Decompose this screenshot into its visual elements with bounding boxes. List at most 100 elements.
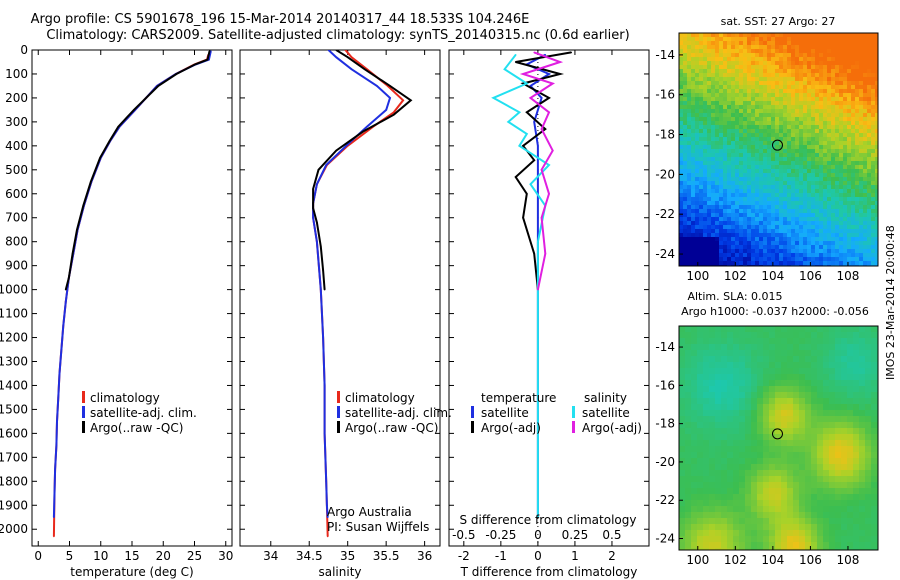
- sla_map-cell: [793, 374, 800, 381]
- sla_map-cell: [871, 380, 878, 387]
- sst_map-cell: [703, 129, 708, 134]
- sst_map-cell: [803, 33, 808, 38]
- sla_map-cell: [847, 416, 854, 423]
- sst_map-cell: [707, 49, 712, 54]
- sst_map-cell: [743, 221, 748, 226]
- sst_map-cell: [847, 49, 852, 54]
- sst_map-cell: [751, 141, 756, 146]
- sst_map-cell: [735, 157, 740, 162]
- sst_map-cell: [791, 37, 796, 42]
- sla_map-cell: [733, 416, 740, 423]
- sst_map-cell: [711, 89, 716, 94]
- sst_map-cell: [819, 65, 824, 70]
- sst_map-cell: [859, 181, 864, 186]
- sst_map-cell: [867, 205, 872, 210]
- sst_map-cell: [791, 145, 796, 150]
- sst_map-cell: [807, 117, 812, 122]
- sla_map-cell: [871, 530, 878, 537]
- sst_map-cell: [819, 101, 824, 106]
- sst_map-cell: [855, 89, 860, 94]
- sst_map-cell: [839, 249, 844, 254]
- sst_map-cell: [799, 165, 804, 170]
- sst_map-cell: [799, 33, 804, 38]
- sla_map-cell: [811, 344, 818, 351]
- sla_map-cell: [793, 350, 800, 357]
- sst_map-cell: [847, 45, 852, 50]
- sst_map-cell: [831, 137, 836, 142]
- sla_map-cell: [757, 332, 764, 339]
- sla_map-cell: [691, 392, 698, 399]
- sst_map-cell: [735, 85, 740, 90]
- sst_map-cell: [851, 53, 856, 58]
- sst_map-cell: [775, 133, 780, 138]
- sst_map-cell: [683, 233, 688, 238]
- sst_map-cell: [707, 121, 712, 126]
- sst_map-cell: [735, 49, 740, 54]
- sst_map-cell: [827, 73, 832, 78]
- sla_map-cell: [703, 494, 710, 501]
- sst_map-cell: [815, 261, 820, 266]
- sst_map-cell: [747, 169, 752, 174]
- sst_map-cell: [783, 137, 788, 142]
- sla_map-cell: [733, 476, 740, 483]
- sst_map-cell: [875, 205, 878, 210]
- sst_map-cell: [683, 45, 688, 50]
- sst_map-cell: [691, 113, 696, 118]
- sla_map-cell: [787, 356, 794, 363]
- sst_map-cell: [739, 65, 744, 70]
- sla_map-ytick-label: -18: [655, 417, 675, 431]
- sst_map-cell: [787, 113, 792, 118]
- sst_map-cell: [799, 205, 804, 210]
- sst_map-cell: [799, 157, 804, 162]
- sst_map-cell: [775, 241, 780, 246]
- sla_map-cell: [799, 494, 806, 501]
- sst_map-cell: [751, 117, 756, 122]
- sla_map-cell: [847, 422, 854, 429]
- sst_map-cell: [855, 201, 860, 206]
- sst_map-cell: [755, 37, 760, 42]
- sla_map-cell: [685, 518, 692, 525]
- difference-point: [518, 111, 521, 114]
- sst_map-cell: [763, 57, 768, 62]
- sst_map-cell: [723, 121, 728, 126]
- sst_map-cell: [851, 185, 856, 190]
- sst_map-xtick-label: 104: [761, 269, 784, 283]
- sla_map-cell: [691, 410, 698, 417]
- sst_map-cell: [727, 33, 732, 38]
- sst_map-cell: [811, 229, 816, 234]
- sst_map-cell: [843, 45, 848, 50]
- sst_map-cell: [795, 133, 800, 138]
- sst_map-cell: [867, 125, 872, 130]
- sst_map-cell: [799, 133, 804, 138]
- salinity-point: [344, 50, 347, 51]
- sst_map-cell: [859, 49, 864, 54]
- sla_map-cell: [727, 506, 734, 513]
- sla_map-cell: [829, 482, 836, 489]
- sst_map-cell: [691, 193, 696, 198]
- sst_map-cell: [751, 133, 756, 138]
- sst_map-cell: [679, 253, 684, 258]
- sst_map-cell: [687, 37, 692, 42]
- sst_map-cell: [747, 201, 752, 206]
- sst_map-cell: [875, 133, 878, 138]
- sst_map-cell: [875, 53, 878, 58]
- sla_map-cell: [685, 386, 692, 393]
- sla_map-cell: [787, 338, 794, 345]
- sla_map-cell: [841, 404, 848, 411]
- sla_map-cell: [841, 506, 848, 513]
- sst_map-cell: [795, 89, 800, 94]
- sla_map-cell: [745, 464, 752, 471]
- sst_map-cell: [743, 177, 748, 182]
- temperature-ytick-label: 600: [5, 187, 28, 201]
- sst_map-cell: [811, 197, 816, 202]
- sst_map-cell: [851, 233, 856, 238]
- sst_map-cell: [719, 133, 724, 138]
- sla_map-cell: [679, 386, 686, 393]
- sst_map-cell: [831, 197, 836, 202]
- sst_map-cell: [863, 61, 868, 66]
- sst_map-cell: [783, 133, 788, 138]
- sla_map-cell: [865, 440, 872, 447]
- sst_map-cell: [747, 49, 752, 54]
- sla_map-cell: [697, 446, 704, 453]
- sst_map-cell: [691, 173, 696, 178]
